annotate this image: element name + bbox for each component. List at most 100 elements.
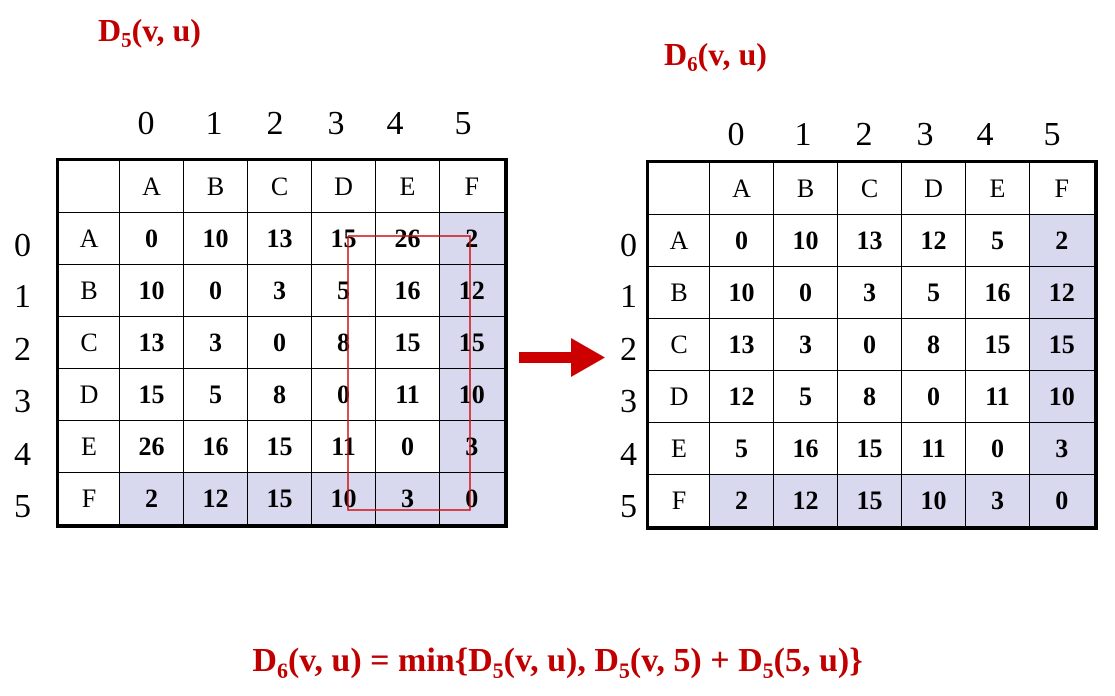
column-index: 5 (454, 105, 472, 142)
row-index: 4 (620, 436, 637, 473)
row-header: C (57, 316, 120, 369)
row-index: 5 (14, 488, 31, 525)
matrix-cell: 5 (965, 214, 1030, 267)
column-header: C (837, 161, 902, 215)
right-arrow-icon (519, 338, 605, 377)
matrix-row: E 26 16 15 11 0 3 (57, 420, 506, 473)
row-index: 3 (14, 383, 31, 420)
matrix-row: D 12 5 8 0 11 10 (647, 370, 1096, 423)
row-index: 3 (620, 383, 637, 420)
matrix-cell: 26 (119, 420, 184, 473)
matrix-cell: 0 (119, 212, 184, 265)
matrix-cell: 2 (709, 474, 774, 529)
matrix-cell: 10 (901, 474, 966, 529)
matrix-cell: 3 (1029, 422, 1096, 475)
matrix-cell: 11 (901, 422, 966, 475)
matrix-row: D 15 5 8 0 11 10 (57, 368, 506, 421)
column-header: D (311, 159, 376, 213)
matrix-cell: 16 (375, 264, 440, 317)
row-index: 2 (620, 331, 637, 368)
matrix-cell: 0 (247, 316, 312, 369)
matrix-cell: 11 (375, 368, 440, 421)
matrix-cell: 16 (183, 420, 248, 473)
row-index: 1 (14, 278, 31, 315)
row-header: C (647, 318, 710, 371)
row-index: 0 (620, 227, 637, 264)
matrix-cell: 0 (183, 264, 248, 317)
matrix-row: C 13 3 0 8 15 15 (647, 318, 1096, 371)
matrix-cell: 5 (311, 264, 376, 317)
matrix-cell: 15 (965, 318, 1030, 371)
matrix-cell: 15 (119, 368, 184, 421)
matrix-cell: 5 (183, 368, 248, 421)
matrix-cell: 15 (311, 212, 376, 265)
column-header: B (773, 161, 838, 215)
matrix-cell: 15 (439, 316, 506, 369)
matrix-cell: 15 (375, 316, 440, 369)
matrix-cell: 10 (1029, 370, 1096, 423)
column-index: 5 (1043, 116, 1061, 153)
matrix-row: B 10 0 3 5 16 12 (57, 264, 506, 317)
matrix-cell: 0 (439, 472, 506, 527)
matrix-row: F 2 12 15 10 3 0 (647, 474, 1096, 529)
column-header: F (439, 159, 506, 213)
matrix-cell: 3 (439, 420, 506, 473)
matrix-cell: 3 (773, 318, 838, 371)
column-header: A (119, 159, 184, 213)
row-header: E (647, 422, 710, 475)
matrix-cell: 8 (247, 368, 312, 421)
column-index: 2 (266, 105, 284, 142)
matrix-cell: 12 (439, 264, 506, 317)
matrix-cell: 13 (119, 316, 184, 369)
matrix-row: A 0 10 13 15 26 2 (57, 212, 506, 265)
corner-cell (57, 159, 120, 213)
row-header: F (647, 474, 710, 529)
d6-title: D6(v, u) (664, 36, 767, 76)
matrix-cell: 5 (901, 266, 966, 319)
matrix-cell: 2 (439, 212, 506, 265)
matrix-cell: 0 (965, 422, 1030, 475)
matrix-cell: 15 (247, 472, 312, 527)
matrix-cell: 2 (1029, 214, 1096, 267)
matrix-cell: 0 (773, 266, 838, 319)
matrix-cell: 10 (119, 264, 184, 317)
matrix-cell: 8 (311, 316, 376, 369)
matrix-cell: 0 (311, 368, 376, 421)
matrix-cell: 12 (901, 214, 966, 267)
column-header: D (901, 161, 966, 215)
matrix-cell: 11 (965, 370, 1030, 423)
row-index: 4 (14, 436, 31, 473)
matrix-cell: 3 (837, 266, 902, 319)
matrix-cell: 8 (837, 370, 902, 423)
matrix-cell: 26 (375, 212, 440, 265)
matrix-cell: 12 (1029, 266, 1096, 319)
row-header: F (57, 472, 120, 527)
matrix-cell: 15 (837, 422, 902, 475)
row-index: 0 (14, 227, 31, 264)
column-index: 2 (855, 116, 873, 153)
column-index: 4 (386, 105, 404, 142)
matrix-row: C 13 3 0 8 15 15 (57, 316, 506, 369)
matrix-cell: 15 (837, 474, 902, 529)
matrix-cell: 16 (965, 266, 1030, 319)
matrix-cell: 3 (183, 316, 248, 369)
matrix-cell: 5 (773, 370, 838, 423)
matrix-cell: 3 (965, 474, 1030, 529)
matrix-cell: 16 (773, 422, 838, 475)
column-index: 1 (794, 116, 812, 153)
matrix-cell: 10 (773, 214, 838, 267)
row-header: E (57, 420, 120, 473)
update-formula: D6(v, u) = min{D5(v, u), D5(v, 5) + D5(5… (252, 642, 863, 683)
matrix-cell: 0 (375, 420, 440, 473)
column-index: 0 (727, 116, 745, 153)
matrix-cell: 0 (1029, 474, 1096, 529)
matrix-cell: 13 (247, 212, 312, 265)
matrix-row: F 2 12 15 10 3 0 (57, 472, 506, 527)
row-header: B (647, 266, 710, 319)
row-index: 1 (620, 278, 637, 315)
matrix-cell: 3 (375, 472, 440, 527)
row-header: D (647, 370, 710, 423)
column-index: 3 (916, 116, 934, 153)
d5-title: D5(v, u) (98, 12, 201, 52)
matrix-row: B 10 0 3 5 16 12 (647, 266, 1096, 319)
